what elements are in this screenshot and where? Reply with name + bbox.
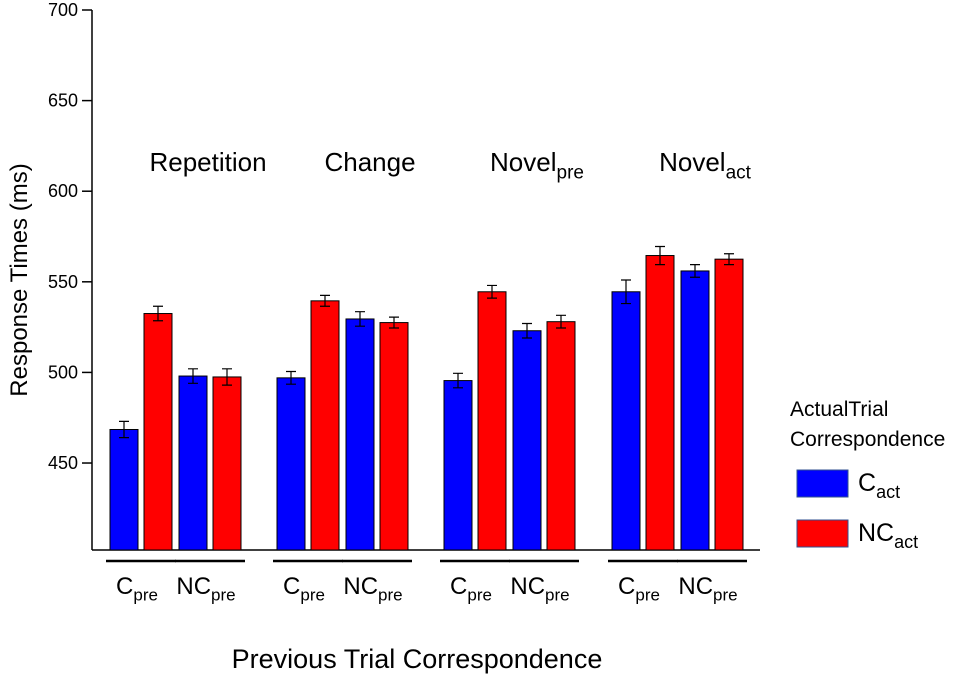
legend-swatch [796, 469, 849, 498]
y-tick-label: 700 [48, 0, 78, 20]
x-tick-label: NCpre [176, 573, 235, 605]
error-bar [153, 305, 163, 322]
x-axis-label: Previous Trial Correspondence [232, 644, 603, 674]
error-bar [655, 245, 665, 266]
bar [143, 313, 173, 551]
x-tick-label: Cpre [283, 573, 325, 605]
error-bar [320, 294, 330, 307]
y-tick-label: 500 [48, 362, 78, 382]
x-tick-label: Cpre [618, 573, 660, 605]
x-tick-label: Cpre [450, 573, 492, 605]
legend-label: NCact [858, 519, 918, 552]
bar [109, 428, 139, 551]
error-bar [355, 311, 365, 327]
x-tick-label-main: NC [176, 573, 211, 600]
error-bar [119, 420, 129, 439]
x-tick-label-sub: pre [635, 586, 660, 605]
x-tick-label: NCpre [343, 573, 402, 605]
x-tick-label-main: C [450, 573, 467, 600]
x-tick-label-sub: pre [467, 586, 492, 605]
group-label-main: Novel [659, 147, 725, 177]
x-tick-label: NCpre [678, 573, 737, 605]
bar [611, 291, 641, 551]
group-label: Novelact [659, 147, 752, 183]
x-tick-label-sub: pre [378, 586, 403, 605]
x-tick-label-sub: pre [713, 586, 738, 605]
bar [379, 322, 409, 551]
x-tick-label-main: NC [510, 573, 545, 600]
x-tick-label-main: C [116, 573, 133, 600]
x-tick-label-main: NC [343, 573, 378, 600]
x-tick-label-main: C [618, 573, 635, 600]
y-tick-label: 650 [48, 91, 78, 111]
error-bar [286, 370, 296, 385]
group-label: Novelpre [490, 147, 584, 183]
y-tick-label: 600 [48, 181, 78, 201]
bar [276, 377, 306, 551]
bar [212, 376, 242, 551]
legend-swatch [796, 519, 849, 548]
error-bar [222, 368, 232, 386]
error-bar [188, 368, 198, 384]
error-bar [621, 279, 631, 305]
bar [546, 321, 576, 551]
x-tick-label-sub: pre [133, 586, 158, 605]
error-bar [556, 314, 566, 329]
bar [680, 270, 710, 551]
bar [178, 375, 208, 551]
x-tick-label-main: NC [678, 573, 713, 600]
x-tick-label-main: C [283, 573, 300, 600]
group-label-sub: act [726, 162, 752, 183]
x-tick-label: NCpre [510, 573, 569, 605]
error-bar [522, 322, 532, 339]
legend-label-main: C [858, 469, 876, 497]
y-tick-label: 450 [48, 453, 78, 473]
x-tick-label-sub: pre [211, 586, 236, 605]
legend-label: Cact [858, 469, 900, 502]
error-bar [389, 316, 399, 329]
group-label-sub: pre [557, 162, 584, 183]
bar [645, 255, 675, 551]
bar [714, 258, 744, 551]
legend-title: ActualTrial [790, 398, 888, 421]
group-label-main: Repetition [149, 147, 266, 177]
legend-label-sub: act [894, 532, 918, 552]
group-label: Change [324, 147, 415, 177]
bar [310, 300, 340, 551]
bar [345, 318, 375, 551]
group-label-main: Novel [490, 147, 556, 177]
legend-title: Correspondence [790, 428, 945, 451]
bar [512, 330, 542, 551]
error-bar [487, 284, 497, 299]
y-axis-label: Response Times (ms) [6, 163, 33, 396]
legend-label-sub: act [876, 482, 900, 502]
error-bar [690, 263, 700, 278]
error-bar [724, 253, 734, 266]
x-tick-label-sub: pre [300, 586, 325, 605]
bar [443, 380, 473, 551]
group-label: Repetition [149, 147, 266, 177]
group-label-main: Change [324, 147, 415, 177]
x-tick-label-sub: pre [545, 586, 570, 605]
y-tick-label: 550 [48, 272, 78, 292]
x-tick-label: Cpre [116, 573, 158, 605]
legend-label-main: NC [858, 519, 894, 547]
error-bar [453, 372, 463, 389]
bar [477, 291, 507, 551]
